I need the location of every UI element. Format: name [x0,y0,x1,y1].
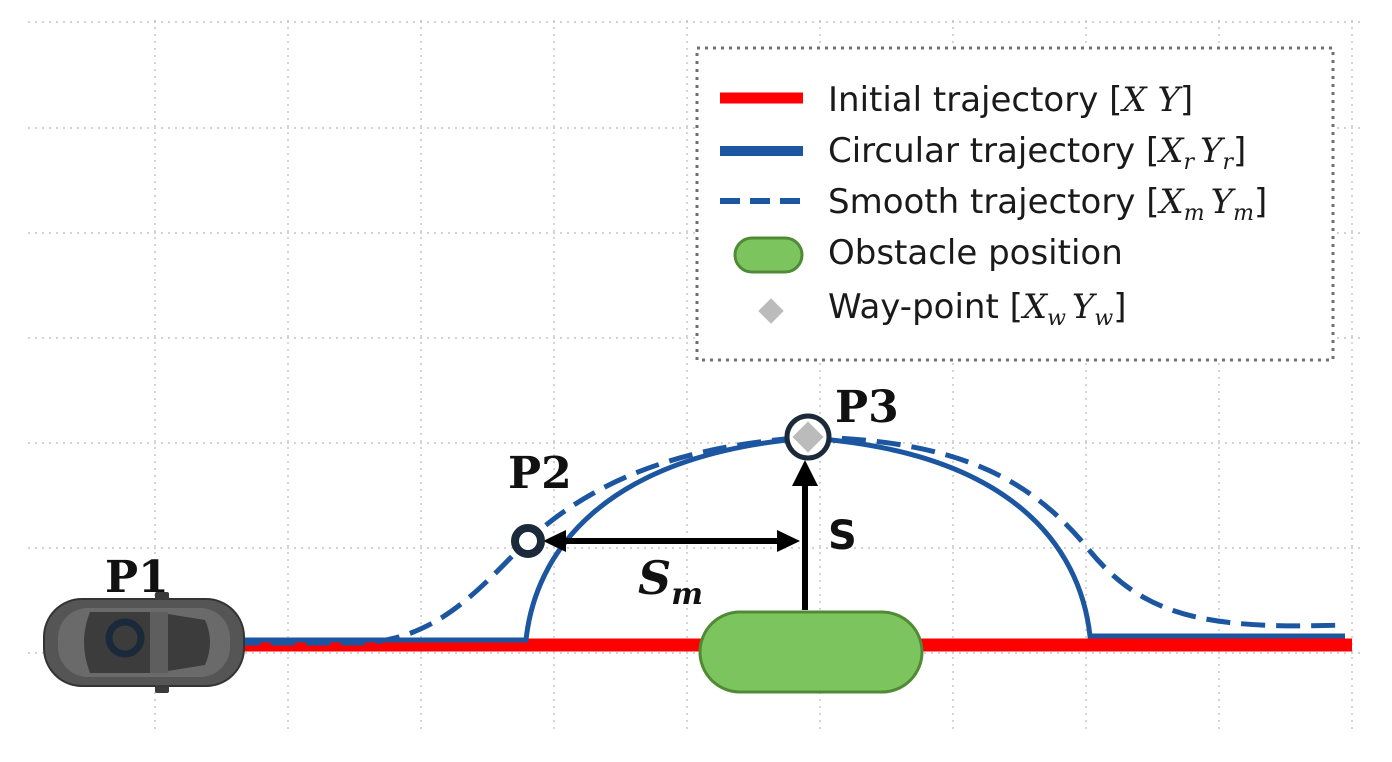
label-s: S [828,513,857,559]
label-p2: P2 [508,448,572,499]
legend-label-waypoint: Way-point [Xw Yw] [828,287,1126,331]
p2-marker [511,524,545,558]
car-top-view-icon [43,592,245,693]
label-sm: Sm [638,551,703,612]
sm-distance-arrow [543,530,800,552]
s-distance-arrow [792,460,818,610]
legend-label-obstacle: Obstacle position [828,233,1123,273]
diamond-icon [758,298,784,324]
background-grid [28,20,1360,730]
legend-label-smooth: Smooth trajectory [Xm Ym] [828,182,1267,226]
legend-label-circular: Circular trajectory [Xr Yr] [828,131,1246,175]
p3-waypoint-marker [784,413,832,461]
obstacle [698,610,924,694]
label-p3: P3 [835,382,899,433]
label-p1: P1 [105,552,169,603]
legend: Initial trajectory [X Y] Circular trajec… [695,46,1335,362]
legend-label-initial: Initial trajectory [X Y] [828,80,1193,120]
legend-swatch-obstacle [733,236,804,274]
